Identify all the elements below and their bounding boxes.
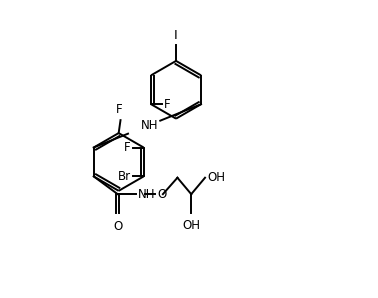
- Text: F: F: [116, 103, 123, 117]
- Text: NH: NH: [138, 188, 155, 201]
- Text: Br: Br: [118, 170, 131, 183]
- Text: O: O: [113, 220, 122, 233]
- Text: I: I: [174, 30, 178, 42]
- Text: OH: OH: [182, 219, 200, 232]
- Text: NH: NH: [141, 119, 158, 132]
- Text: OH: OH: [207, 171, 225, 184]
- Text: F: F: [164, 98, 170, 111]
- Text: O: O: [157, 188, 166, 201]
- Text: F: F: [124, 141, 131, 154]
